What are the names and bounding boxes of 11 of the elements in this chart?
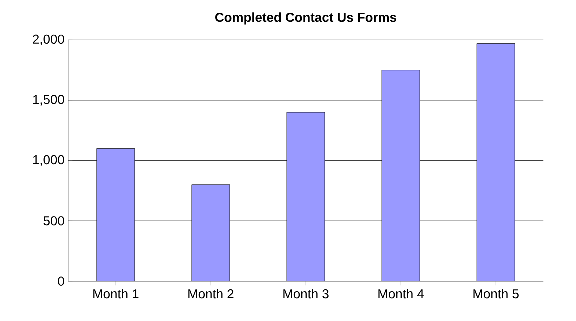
x-tick-label: Month 1 bbox=[94, 289, 139, 299]
chart-title: Completed Contact Us Forms bbox=[216, 12, 396, 25]
x-tick-label: Month 4 bbox=[378, 289, 424, 299]
x-tick-label: Month 3 bbox=[284, 289, 329, 299]
x-tick-label: Month 2 bbox=[188, 289, 234, 299]
y-tick-label: 2,000 bbox=[33, 34, 64, 46]
x-tick-label: Month 5 bbox=[474, 289, 519, 299]
y-tick-label: 0 bbox=[58, 276, 64, 286]
y-tick-label: 1,000 bbox=[33, 155, 64, 166]
y-tick-label: 500 bbox=[44, 216, 64, 226]
y-tick-label: 1,500 bbox=[33, 95, 64, 106]
